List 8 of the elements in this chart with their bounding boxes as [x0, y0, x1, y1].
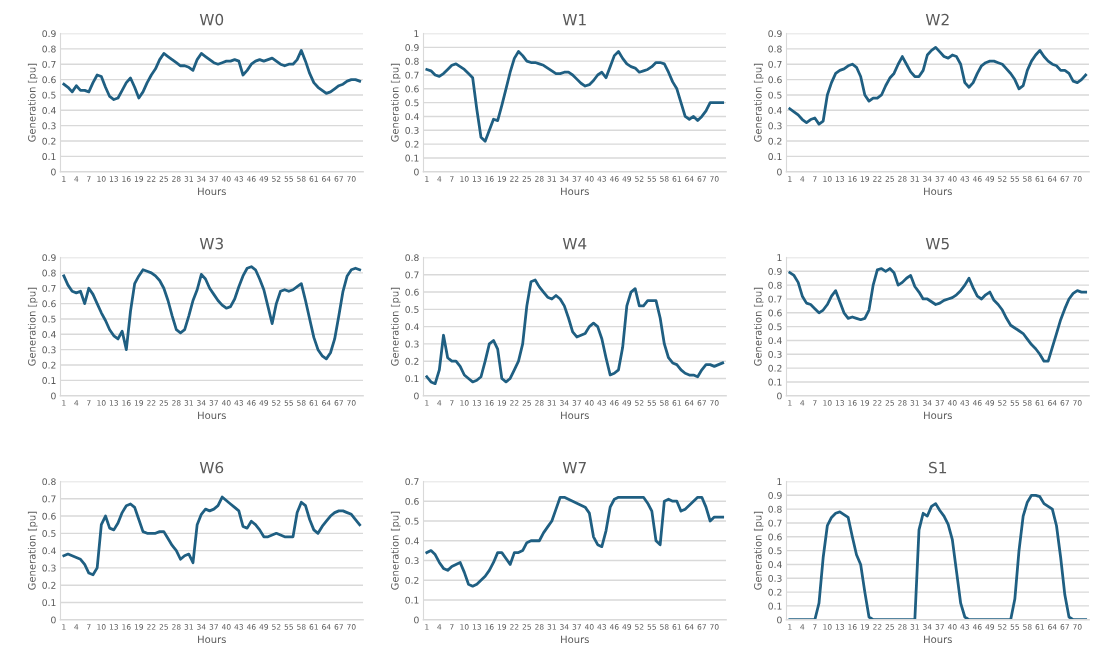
- line-series: [425, 278, 725, 386]
- line-series: [425, 50, 725, 143]
- line-series: [62, 49, 362, 101]
- line-series: [62, 265, 362, 361]
- line-series: [62, 495, 362, 577]
- line-series: [425, 495, 725, 588]
- line-series: [788, 267, 1088, 363]
- line-series: [788, 45, 1088, 126]
